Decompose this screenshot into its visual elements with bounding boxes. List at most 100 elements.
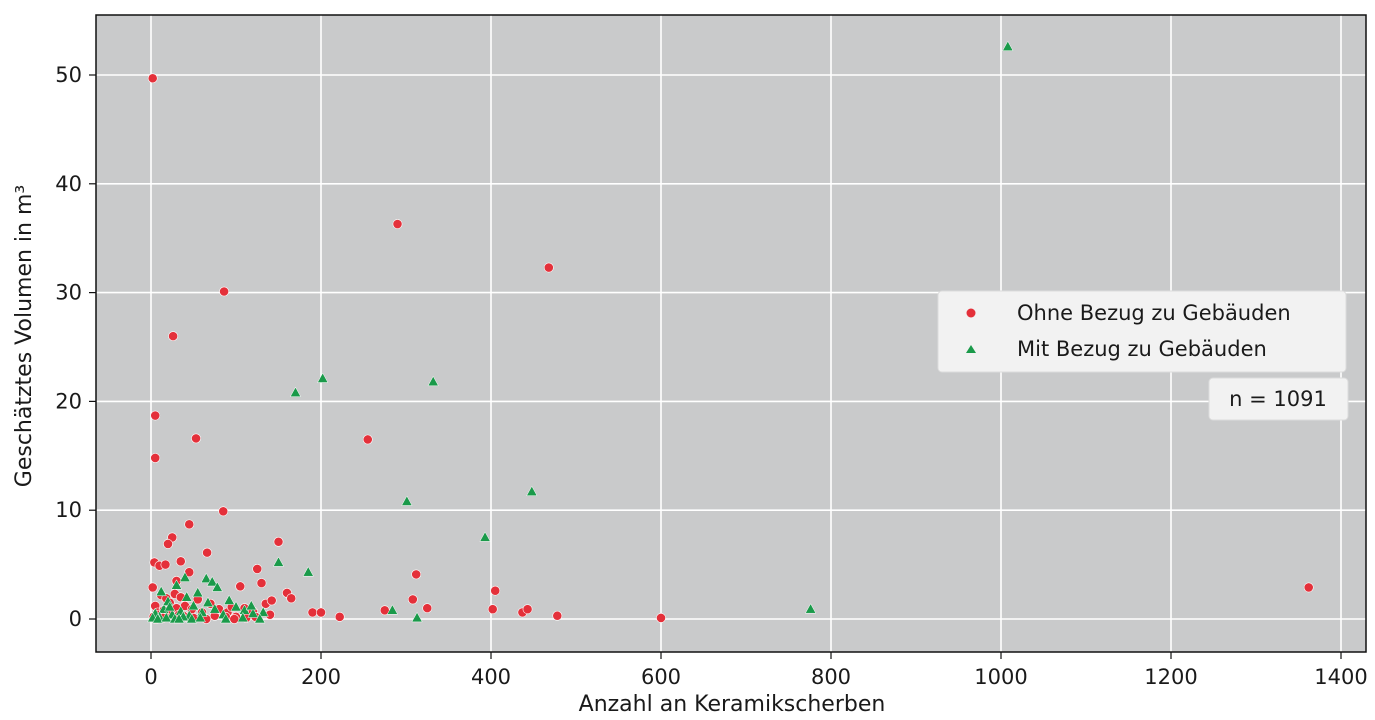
data-point-mit [247,607,259,618]
x-tick-label: 600 [641,665,681,689]
data-point-mit [164,601,176,612]
data-point-ohne [392,219,403,229]
y-tick-label: 20 [55,389,82,413]
data-point-mit [317,372,329,383]
data-point-mit [187,599,200,611]
plot-frame [95,14,1367,653]
data-point-mit [237,611,249,623]
data-point-mit [272,556,285,567]
x-axis-title: Anzahl an Keramikscherben [579,692,886,717]
data-point-ohne [202,547,212,558]
data-point-mit [411,611,423,623]
data-point-mit [186,612,198,624]
data-point-ohne [656,613,666,623]
data-point-mit [1002,40,1014,51]
data-point-mit [155,585,167,597]
data-point-ohne [147,73,158,84]
data-point-mit [209,603,221,614]
data-point-ohne [184,567,195,578]
data-point-ohne [307,607,318,618]
data-point-ohne [235,581,246,592]
data-point-ohne [175,556,186,567]
data-point-mit [254,612,266,624]
data-point-ohne [407,594,418,605]
data-point-mit [289,386,302,397]
data-point-ohne [150,410,161,421]
data-point-ohne [266,595,277,606]
data-point-ohne [316,607,326,618]
x-tick-label: 1000 [974,665,1027,689]
data-point-mit [192,586,204,598]
gridlines [96,15,1366,652]
data-point-mit [479,531,491,542]
y-tick-label: 40 [55,172,82,196]
data-point-mit [179,571,191,582]
data-point-mit [181,591,193,602]
data-point-ohne [543,262,554,273]
data-point-ohne [334,611,345,622]
data-point-ohne [218,506,229,517]
data-point-ohne [252,564,263,574]
y-tick-label: 30 [55,281,82,305]
x-tick-label: 200 [301,665,341,689]
axis-ticks: 0 200 400 600 800 1000 1200 1400 0 10 20 30 40 50 [55,63,1367,689]
annotation-text: n = 1091 [1229,387,1327,411]
data-point-mit [206,575,218,587]
data-point-ohne [150,453,161,463]
data-point-ohne [522,604,533,615]
data-point-mit [302,566,314,577]
data-point-ohne [286,593,297,604]
data-point-ohne [168,331,178,342]
y-tick-label: 0 [69,607,82,631]
legend: Ohne Bezug zu Gebäuden Mit Bezug zu Gebä… [937,290,1347,373]
sample-size-annotation: n = 1091 [1208,377,1349,421]
data-point-ohne [160,559,171,570]
data-point-ohne [256,578,267,588]
data-point-ohne [219,286,229,297]
legend-marker-ohne [966,308,976,318]
legend-marker-mit [966,345,976,353]
data-point-mit [245,599,257,611]
y-tick-label: 10 [55,498,82,522]
x-tick-label: 0 [144,665,157,689]
data-point-mit [220,612,232,624]
data-point-mit [526,485,538,496]
y-tick-label: 50 [55,63,82,87]
data-point-mit [170,579,183,590]
data-point-ohne [1303,582,1314,593]
data-point-mit [230,601,242,612]
data-point-mit [200,572,212,583]
data-point-mit [257,606,269,617]
data-point-mit [160,611,172,623]
data-point-ohne [411,569,422,580]
data-point-ohne [229,614,240,624]
x-tick-label: 800 [811,665,851,689]
data-point-mit [152,612,164,624]
data-point-ohne [163,539,173,549]
data-point-ohne [184,519,195,530]
data-point-mit [804,603,817,614]
data-point-ohne [422,603,433,614]
data-point-ohne [487,604,498,615]
legend-box [937,290,1347,373]
data-point-mit [211,581,223,592]
data-point-mit [401,495,413,506]
data-point-mit [202,596,214,607]
data-point-ohne [490,585,501,596]
data-point-ohne [273,536,284,547]
data-point-ohne [362,434,373,445]
x-tick-label: 1200 [1144,665,1197,689]
legend-label-mit: Mit Bezug zu Gebäuden [1017,337,1267,361]
legend-label-ohne: Ohne Bezug zu Gebäuden [1017,301,1291,325]
annotation-box [1208,377,1349,421]
data-point-mit [173,612,185,624]
data-point-ohne [552,610,563,621]
data-point-mit [194,611,206,623]
data-point-mit [386,604,399,615]
data-point-mit [223,594,235,605]
data-points [147,40,1314,624]
data-point-mit [427,375,439,387]
x-tick-label: 400 [471,665,511,689]
y-axis-title: Geschätztes Volumen in m³ [12,185,37,487]
